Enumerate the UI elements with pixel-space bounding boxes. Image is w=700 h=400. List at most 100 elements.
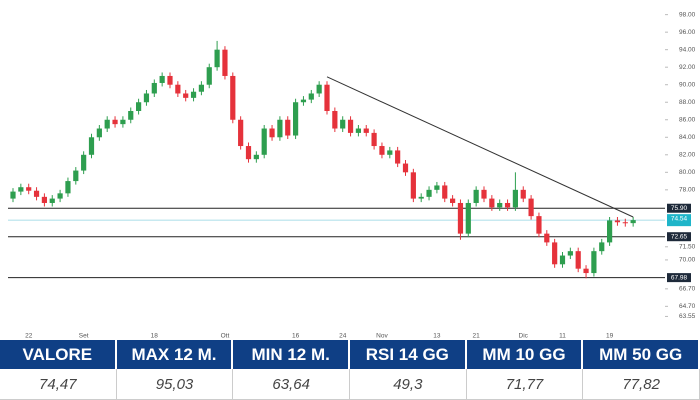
- last-price-tag: [667, 214, 691, 227]
- candle-body: [238, 119, 244, 147]
- x-tick-label: 16: [292, 333, 300, 340]
- candle-body: [544, 233, 550, 243]
- candle-body: [395, 150, 401, 164]
- level-tag: [667, 203, 691, 213]
- candle-body: [559, 255, 566, 265]
- candle-body: [442, 185, 448, 199]
- header-cell: MAX 12 M.: [116, 340, 234, 369]
- candle-body: [41, 196, 47, 203]
- candle-body: [206, 67, 212, 85]
- level-label: 72.65: [671, 233, 688, 240]
- candle-body: [245, 146, 252, 160]
- candle-body: [583, 268, 589, 274]
- x-tick-label: Set: [79, 333, 89, 340]
- y-tick-label: 64.70: [679, 303, 696, 310]
- candle-body: [355, 128, 361, 133]
- candle-body: [426, 189, 432, 197]
- chart: 98.00 96.00 94.00 92.00 90.00 88.00 86.00 84.00…: [8, 11, 696, 340]
- candle-body: [402, 163, 409, 173]
- candle-body: [316, 84, 322, 94]
- candle-body: [143, 93, 150, 103]
- candle-body: [622, 222, 628, 224]
- candle-body: [277, 119, 283, 138]
- header-cell: MM 50 GG: [583, 340, 700, 369]
- candle-body: [599, 242, 605, 252]
- y-tick-label: 94.00: [679, 46, 696, 53]
- candle-body: [183, 93, 189, 98]
- y-tick-label: 70.00: [679, 257, 696, 264]
- y-tick-label: 82.00: [679, 152, 696, 159]
- header-cell: MM 10 GG: [466, 340, 584, 369]
- y-tick-label: 92.00: [679, 64, 696, 71]
- y-tick-label: 86.00: [679, 116, 696, 123]
- candle-body: [151, 82, 157, 94]
- candle-body: [567, 251, 573, 256]
- header-cell: MIN 12 M.: [233, 340, 350, 369]
- candle-body: [167, 75, 173, 85]
- level-label: 75.90: [671, 205, 688, 212]
- x-tick-label: 13: [433, 333, 441, 340]
- candle-body: [230, 75, 236, 120]
- candle-body: [128, 110, 134, 120]
- y-tick-label: 84.00: [679, 134, 696, 141]
- candle-body: [450, 198, 456, 203]
- candle-body: [473, 189, 479, 203]
- x-tick-label: 18: [151, 333, 159, 340]
- candle-body: [528, 198, 534, 217]
- candle-body: [497, 202, 503, 208]
- candle-body: [26, 187, 32, 191]
- candle-body: [410, 172, 416, 199]
- x-tick-label: 19: [606, 333, 614, 340]
- candle-body: [49, 198, 55, 203]
- candle-body: [607, 220, 613, 243]
- candle-body: [198, 84, 204, 92]
- trendline: [326, 76, 634, 218]
- y-tick-label: 96.00: [679, 29, 696, 36]
- stats-table: VALORE MAX 12 M. MIN 12 M. RSI 14 GG MM 10 G…: [0, 340, 700, 400]
- y-tick-label: 63.55: [679, 313, 696, 320]
- y-tick-label: 88.00: [679, 99, 696, 106]
- x-tick-label: Nov: [376, 333, 388, 340]
- value-cell: 77,82: [583, 369, 700, 400]
- candle-body: [504, 202, 511, 208]
- candle-body: [112, 119, 118, 125]
- value-cell: 95,03: [116, 369, 234, 400]
- candle-body: [575, 251, 581, 269]
- candle-body: [73, 170, 79, 182]
- candle-body: [591, 251, 597, 274]
- candle-body: [332, 110, 338, 129]
- candle-body: [261, 128, 267, 155]
- candle-body: [347, 119, 354, 133]
- candle-body: [159, 75, 165, 83]
- candle-body: [489, 198, 495, 208]
- y-tick-label: 90.00: [679, 81, 696, 88]
- candle-body: [552, 242, 558, 265]
- level-label: 67.98: [671, 274, 688, 281]
- candle-body: [434, 185, 440, 190]
- candle-body: [57, 193, 63, 199]
- level-tag: [667, 232, 691, 242]
- candle-body: [269, 128, 275, 138]
- candle-body: [120, 119, 126, 125]
- candle-body: [10, 191, 16, 199]
- candle-body: [285, 119, 291, 136]
- candle-body: [465, 202, 471, 234]
- candle-body: [387, 150, 393, 155]
- x-tick-label: Ott: [221, 333, 230, 340]
- x-tick-label: Dic: [519, 333, 529, 340]
- candle-body: [418, 196, 424, 199]
- candle-body: [371, 132, 377, 147]
- candle-body: [457, 202, 464, 234]
- value-cell: 63,64: [233, 369, 350, 400]
- level-tag: [667, 273, 691, 283]
- value-cell: 49,3: [349, 369, 467, 400]
- candle-body: [512, 189, 518, 208]
- candle-body: [293, 102, 299, 136]
- candle-body: [175, 84, 181, 94]
- y-tick-label: 98.00: [679, 11, 696, 18]
- candle-body: [88, 137, 95, 155]
- y-tick-label: 66.70: [679, 286, 696, 293]
- candle-body: [65, 181, 71, 194]
- candle-body: [253, 154, 259, 160]
